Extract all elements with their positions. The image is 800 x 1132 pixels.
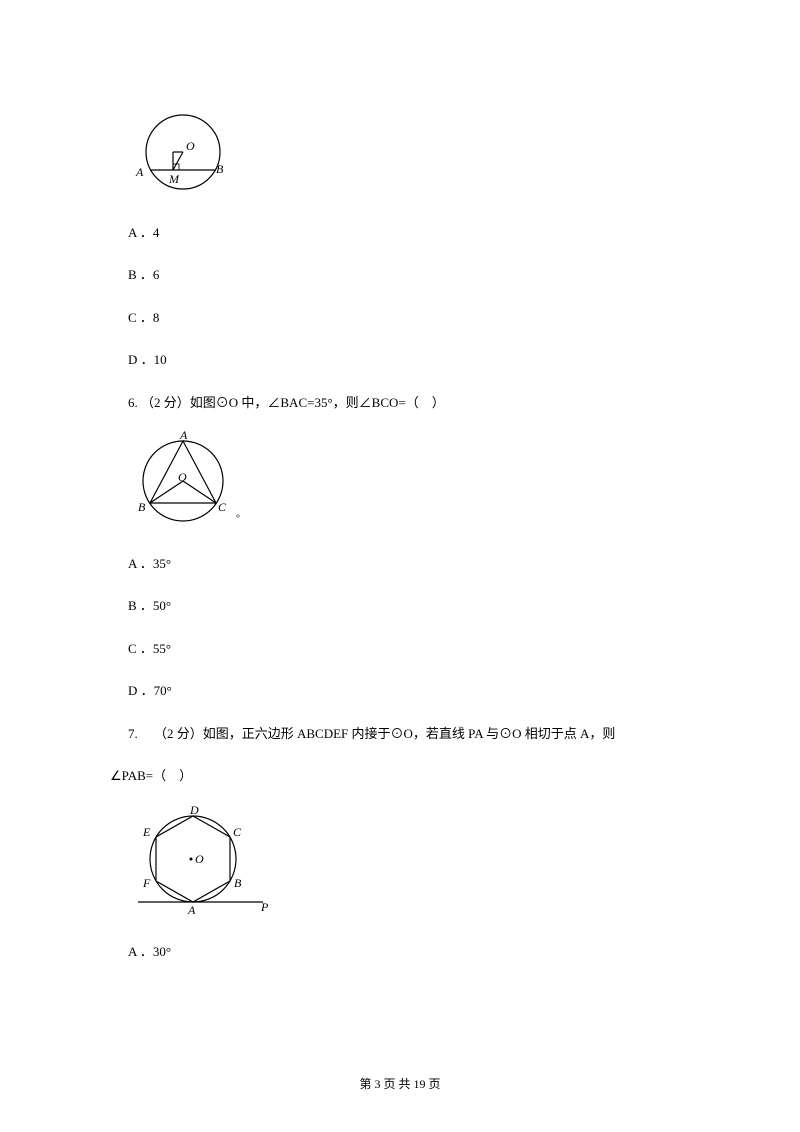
q7-option-a: A ．30°	[128, 934, 690, 970]
label-A: A	[135, 165, 144, 179]
q6-figure: A O B C 。	[128, 431, 690, 531]
label-F: F	[142, 876, 151, 890]
q6-option-b: B ．50°	[128, 588, 690, 624]
label-B: B	[216, 162, 224, 176]
q5-option-c: C ．8	[128, 300, 690, 336]
q6-option-c: C ．55°	[128, 631, 690, 667]
q5-option-b: B ．6	[128, 257, 690, 293]
label-B: B	[138, 500, 146, 514]
label-M: M	[168, 172, 180, 186]
label-P: P	[260, 900, 269, 914]
q5-figure: O A B M	[128, 110, 690, 200]
q7-stem: 7. （2 分）如图，正六边形 ABCDEF 内接于⊙O，若直线 PA 与⊙O …	[142, 716, 690, 752]
q7-figure: D C B A F E O P	[128, 804, 690, 919]
label-C: C	[233, 825, 242, 839]
q5-option-a: A ．4	[128, 215, 690, 251]
q5-option-d: D ．10	[128, 342, 690, 378]
label-B: B	[234, 876, 242, 890]
label-A: A	[187, 903, 196, 917]
label-A: A	[179, 431, 188, 442]
q6-option-d: D ．70°	[128, 673, 690, 709]
label-E: E	[142, 825, 151, 839]
page-footer: 第 3 页 共 19 页	[0, 1068, 800, 1102]
label-C: C	[218, 500, 227, 514]
label-O: O	[186, 139, 195, 153]
label-D: D	[189, 804, 199, 817]
label-O: O	[195, 852, 204, 866]
q6-stem: 6. （2 分）如图⊙O 中，∠BAC=35°，则∠BCO=（ ）	[128, 385, 690, 421]
q6-option-a: A ．35°	[128, 546, 690, 582]
q7-stem-cont: ∠PAB=（ ）	[110, 758, 690, 794]
label-O: O	[178, 470, 187, 484]
svg-text:。: 。	[236, 509, 246, 520]
